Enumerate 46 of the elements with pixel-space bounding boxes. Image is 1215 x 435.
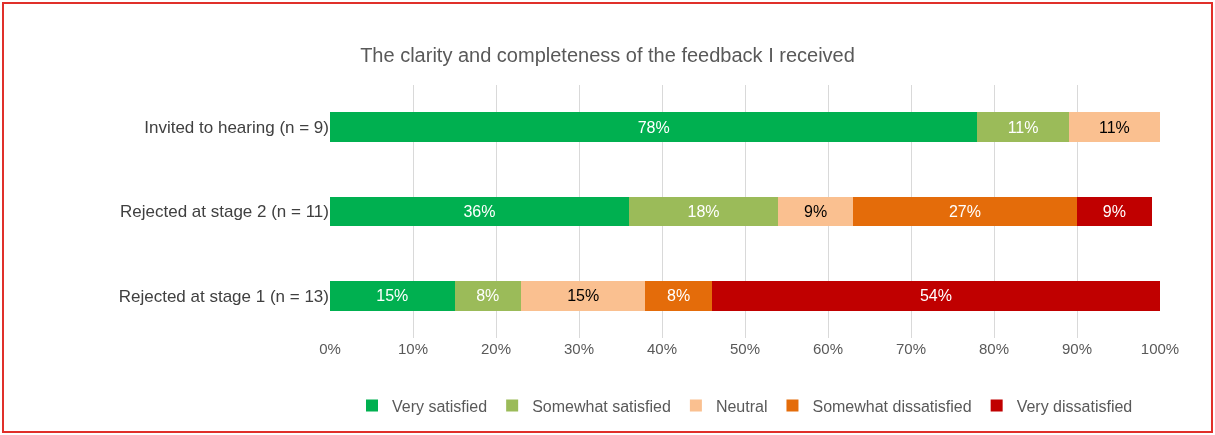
x-tick-label: 10% [397, 340, 429, 357]
y-tick-label: Rejected at stage 1 (n = 13) [118, 286, 329, 306]
bar [1077, 196, 1152, 227]
data-label: 15% [567, 287, 600, 305]
data-label: 27% [948, 203, 981, 220]
data-label: 11% [1098, 118, 1130, 136]
x-tick-label: 70% [895, 340, 927, 357]
bar [628, 196, 779, 227]
data-label: 11% [1007, 118, 1039, 136]
data-label: 8% [476, 287, 500, 305]
data-label: 54% [919, 287, 952, 305]
data-label: 15% [376, 287, 409, 305]
x-tick-label: 30% [563, 340, 595, 357]
data-label: 8% [667, 287, 691, 305]
bar [711, 281, 1160, 311]
bar [454, 281, 521, 311]
bar [330, 281, 455, 311]
x-tick-label: 80% [978, 340, 1010, 357]
bar [977, 112, 1069, 142]
y-tick-label: Invited to hearing (n = 9) [144, 118, 329, 138]
bar [1068, 112, 1160, 142]
bar [778, 196, 853, 227]
legend-label: Somewhat dissatisfied [812, 397, 972, 415]
bar [645, 281, 712, 311]
x-tick-label: 20% [480, 340, 512, 357]
y-tick-label: Rejected at stage 2 (n = 11) [119, 202, 329, 222]
x-tick-label: 90% [1061, 340, 1093, 357]
x-tick-label: 100% [1140, 340, 1180, 357]
data-label: 18% [687, 203, 720, 220]
bar [330, 196, 629, 227]
x-tick-label: 0% [319, 340, 341, 357]
x-tick-label: 40% [646, 340, 678, 357]
legend-label: Very dissatisfied [1016, 397, 1133, 415]
data-label: 78% [637, 118, 670, 136]
data-label: 9% [803, 203, 828, 220]
legend-label: Neutral [715, 397, 768, 415]
legend-label: Somewhat satisfied [532, 397, 671, 415]
x-tick-label: 50% [729, 340, 761, 357]
chart-title: The clarity and completeness of the feedback I received [360, 43, 855, 66]
data-label: 36% [463, 203, 496, 220]
bar [520, 281, 646, 311]
bar [852, 196, 1077, 227]
bar [330, 112, 978, 142]
legend-label: Very satisfied [392, 397, 488, 415]
data-label: 9% [1102, 203, 1126, 220]
x-tick-label: 60% [812, 340, 844, 357]
